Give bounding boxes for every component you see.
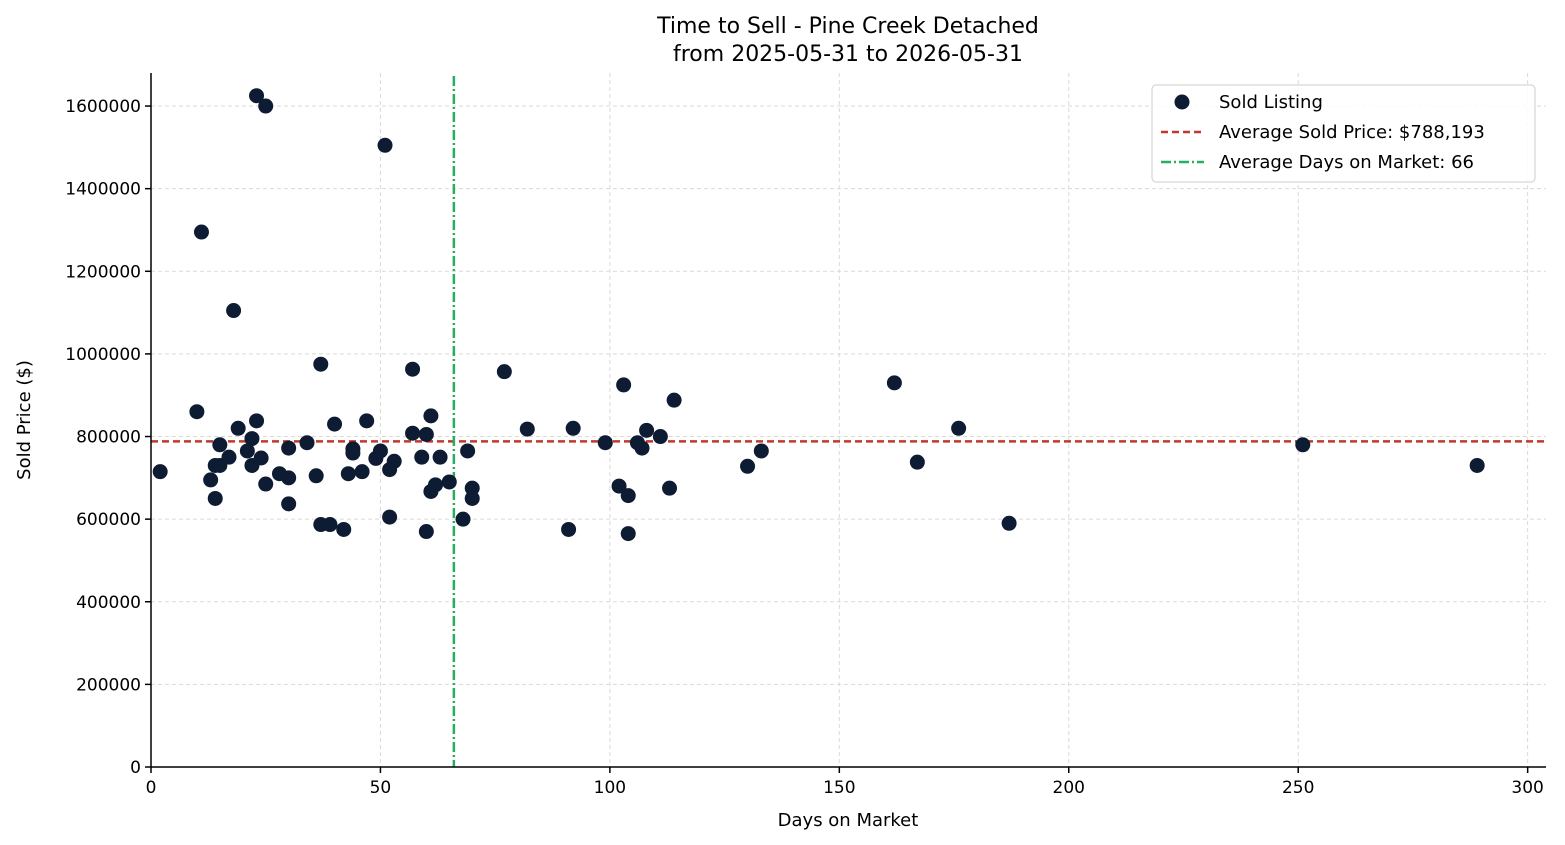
x-tick-label: 50 [370,778,392,798]
x-tick-label: 200 [1053,778,1085,798]
sold-listing-point [359,413,375,429]
sold-listing-point [1295,437,1311,453]
sold-listing-point [418,426,434,442]
sold-listing-point [951,420,967,436]
sold-listing-point [281,470,297,486]
y-axis-label: Sold Price ($) [14,360,35,480]
y-tick-label: 0 [130,758,141,778]
x-tick-label: 100 [594,778,626,798]
legend-label-average-price: Average Sold Price: $788,193 [1219,122,1485,143]
sold-listing-point [441,474,457,490]
y-tick-label: 200000 [76,675,141,695]
sold-listing-point [382,509,398,525]
sold-listing-point [414,449,430,465]
sold-listing-point [620,526,636,542]
sold-listing-point [464,480,480,496]
legend-label-sold-listing: Sold Listing [1219,92,1323,113]
sold-listing-point [464,490,480,506]
sold-listing-point [405,425,421,441]
legend-label-average-days: Average Days on Market: 66 [1219,152,1474,173]
x-tick-label: 250 [1282,778,1314,798]
sold-listing-point [340,466,356,482]
sold-listing-point [886,375,902,391]
sold-listing-point [460,443,476,459]
sold-listing-point [152,464,168,480]
sold-listing-point [244,431,260,447]
sold-listing-point [662,480,678,496]
y-tick-label: 1200000 [65,262,141,282]
sold-listing-point [620,488,636,504]
sold-listing-point [258,98,274,114]
sold-listing-point [253,450,269,466]
y-tick-label: 600000 [76,510,141,530]
y-tick-label: 1000000 [65,345,141,365]
y-ticks: 0 200000 400000 600000 800000 1000000 1200000 1… [65,97,151,778]
sold-listing-point [322,517,338,533]
sold-listing-point [249,413,265,429]
sold-listing-point [212,437,228,453]
sold-listing-point [611,478,627,494]
sold-listing-point [753,443,769,459]
reference-lines [151,76,1546,767]
sold-listing-point [597,435,613,451]
sold-listing-point [249,88,265,104]
sold-listing-point [740,458,756,474]
sold-listing-point [354,464,370,480]
sold-listing-point [666,392,682,408]
x-ticks: 0 50 100 150 200 250 300 [146,767,1544,798]
sold-listing-point [1469,457,1485,473]
x-tick-label: 0 [146,778,157,798]
sold-listing-point [909,454,925,470]
sold-listing-point [1001,515,1017,531]
legend-box [1151,84,1536,183]
y-tick-label: 1600000 [65,97,141,117]
sold-listing-point [418,524,434,540]
sold-listing-point [423,408,439,424]
chart-subtitle: from 2025-05-31 to 2026-05-31 [673,42,1023,67]
sold-listing-point [428,477,444,493]
x-tick-label: 150 [823,778,855,798]
sold-listing-point [239,443,255,459]
sold-listing-point [616,377,632,393]
sold-listing-point [652,429,668,445]
sold-listing-point [189,404,205,420]
sold-listing-point [561,521,577,537]
sold-listing-point [386,453,402,469]
sold-listing-point [327,416,343,432]
chart-title: Time to Sell - Pine Creek Detached [656,14,1039,39]
sold-listing-point [207,490,223,506]
sold-listing-point [565,420,581,436]
sold-listing-point [405,361,421,377]
y-tick-label: 1400000 [65,180,141,200]
legend-marker-sold-listing [1174,94,1190,110]
data-points [152,88,1485,542]
sold-listing-point [634,440,650,456]
sold-listing-point [372,443,388,459]
sold-listing-point [221,449,237,465]
sold-listing-point [281,496,297,512]
x-tick-label: 300 [1511,778,1543,798]
sold-listing-point [336,521,352,537]
sold-listing-point [308,468,324,484]
x-axis-label: Days on Market [778,810,919,831]
sold-listing-point [230,420,246,436]
sold-listing-point [226,303,242,319]
sold-listing-point [313,356,329,372]
y-tick-label: 800000 [76,428,141,448]
sold-listing-point [203,472,219,488]
sold-listing-point [345,445,361,461]
sold-listing-point [639,422,655,438]
sold-listing-point [377,137,393,153]
sold-listing-point [496,364,512,380]
sold-listing-point [299,435,315,451]
sold-listing-point [281,440,297,456]
sold-listing-point [193,224,209,240]
sold-listing-point [455,511,471,527]
sold-listing-point [519,421,535,437]
legend: Sold Listing Average Sold Price: $788,19… [1151,84,1536,183]
sold-listing-point [432,449,448,465]
sold-listing-point [258,476,274,492]
y-tick-label: 400000 [76,593,141,613]
